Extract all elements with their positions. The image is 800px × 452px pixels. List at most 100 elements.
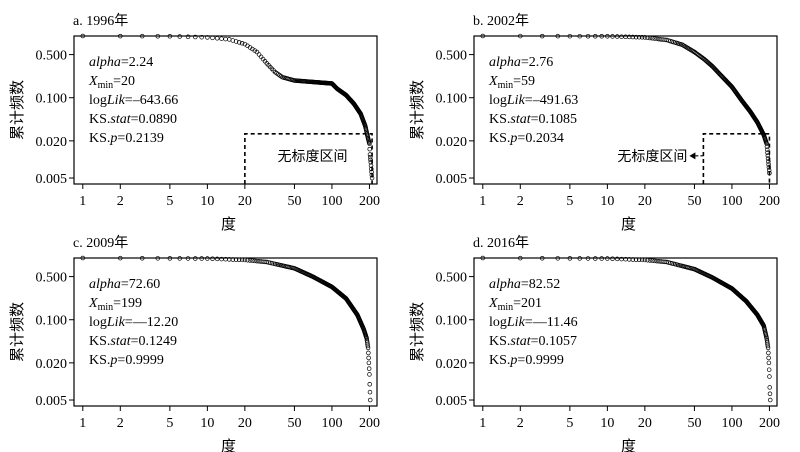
data-point <box>766 165 772 170</box>
data-point <box>767 397 773 403</box>
scale-free-interval-label: 无标度区间 <box>277 149 347 165</box>
data-point <box>567 33 573 39</box>
x-tick-label: 5 <box>166 194 173 209</box>
data-point <box>766 162 771 167</box>
data-point <box>650 36 655 41</box>
panel-d: d. 2016年 0.500 0.100 0.020 0.005 1 2 5 10 20 50 100… <box>409 235 780 452</box>
x-axis-label: 度 <box>221 216 236 233</box>
data-point <box>252 258 257 264</box>
y-axis-label: 累计频数 <box>9 302 26 362</box>
stat-loglik-value: —12.20 <box>132 315 179 330</box>
data-point <box>650 258 655 263</box>
data-point <box>593 256 598 261</box>
data-point <box>369 166 374 172</box>
data-point <box>118 33 123 39</box>
x-tick-label: 20 <box>638 416 652 431</box>
x-tick-label: 10 <box>600 416 614 431</box>
y-tick-label: 0.500 <box>436 49 468 64</box>
data-point <box>639 257 645 263</box>
data-point <box>250 258 255 263</box>
data-point <box>480 255 486 261</box>
data-point <box>185 34 191 40</box>
x-tick-label: 50 <box>287 194 301 209</box>
panel-title: a. 1996年 <box>73 13 128 29</box>
stat-loglik-eq: = <box>125 315 133 330</box>
data-point <box>645 257 650 263</box>
data-point <box>367 397 373 403</box>
stat-ks-stat-value: 0.1085 <box>539 112 578 127</box>
stat-ks-stat-eq: = <box>531 334 539 349</box>
stat-alpha-value: 82.52 <box>529 277 561 292</box>
data-point <box>567 256 573 261</box>
plot-frame <box>473 35 778 185</box>
data-point <box>233 257 239 262</box>
data-point <box>223 36 228 42</box>
data-point <box>764 141 769 146</box>
stat-xmin-value: 59 <box>521 74 535 89</box>
data-point <box>593 33 598 39</box>
stat-xmin-name: X <box>88 74 98 89</box>
data-point <box>766 168 772 173</box>
x-tick-label: 10 <box>200 194 214 209</box>
stat-xmin-eq: = <box>113 296 121 311</box>
stat-ks-p-prefix: KS. <box>89 131 110 146</box>
x-tick-label: 10 <box>200 416 214 431</box>
data-point <box>518 33 523 39</box>
panel-a: a. 1996年 0.500 0.100 0.020 0.005 1 2 5 10 20 50 100… <box>9 13 380 233</box>
stat-ks-p-name: p <box>509 131 517 146</box>
stat-ks-p-value: 0.2139 <box>125 131 164 146</box>
stat-ks-stat-eq: = <box>131 112 139 127</box>
data-point <box>365 343 371 349</box>
data-point <box>480 33 486 39</box>
data-point <box>366 355 371 361</box>
stat-ks-stat: KS.stat=0.0890 <box>89 112 177 127</box>
stat-xmin-subscript: min <box>498 80 514 91</box>
panel-b: b. 2002年 0.500 0.100 0.020 0.005 1 2 5 10 20 50 100… <box>409 13 780 233</box>
plot-frame <box>473 257 778 407</box>
data-points <box>480 255 773 403</box>
data-point <box>577 33 582 39</box>
data-point <box>367 372 372 377</box>
data-point <box>219 36 224 41</box>
data-points <box>480 33 772 176</box>
stat-ks-p: KS.p=0.9999 <box>89 353 164 368</box>
y-tick-label: 0.100 <box>36 314 68 329</box>
y-axis-label: 累计频数 <box>409 80 426 140</box>
x-tick-label: 1 <box>479 194 486 209</box>
x-tick-label: 2 <box>117 194 124 209</box>
stat-ks-p-prefix: KS. <box>89 353 110 368</box>
stat-loglik-prefix: log <box>489 93 507 108</box>
x-tick-label: 2 <box>517 416 524 431</box>
data-point <box>766 367 772 372</box>
data-points <box>80 33 375 181</box>
x-tick-label: 20 <box>238 416 252 431</box>
stat-ks-p-eq: = <box>517 131 525 146</box>
data-point <box>654 36 660 42</box>
stat-ks-stat-name: stat <box>510 112 531 127</box>
stat-alpha-eq: = <box>521 277 529 292</box>
stat-ks-p-name: p <box>109 131 117 146</box>
stat-loglik-eq: = <box>525 315 533 330</box>
stat-alpha-name: alpha <box>89 55 121 70</box>
data-point <box>268 260 273 266</box>
y-axis-label: 累计频数 <box>409 302 426 362</box>
data-point <box>236 40 242 45</box>
data-point <box>555 33 561 39</box>
stat-loglik-prefix: log <box>489 315 507 330</box>
stat-ks-p-eq: = <box>117 131 125 146</box>
y-tick-label: 0.500 <box>36 49 68 64</box>
data-point <box>652 36 657 41</box>
data-point <box>367 141 372 146</box>
stat-alpha-name: alpha <box>489 277 521 292</box>
stat-ks-stat-eq: = <box>131 334 139 349</box>
data-point <box>236 257 242 262</box>
data-point <box>368 157 373 162</box>
x-tick-label: 1 <box>479 416 486 431</box>
data-point <box>205 256 210 261</box>
data-point <box>633 34 639 40</box>
panel-title: b. 2002年 <box>473 13 529 29</box>
scale-free-interval-bracket <box>702 133 771 184</box>
stat-xmin-value: 20 <box>121 74 135 89</box>
stat-alpha-name: alpha <box>489 55 521 70</box>
